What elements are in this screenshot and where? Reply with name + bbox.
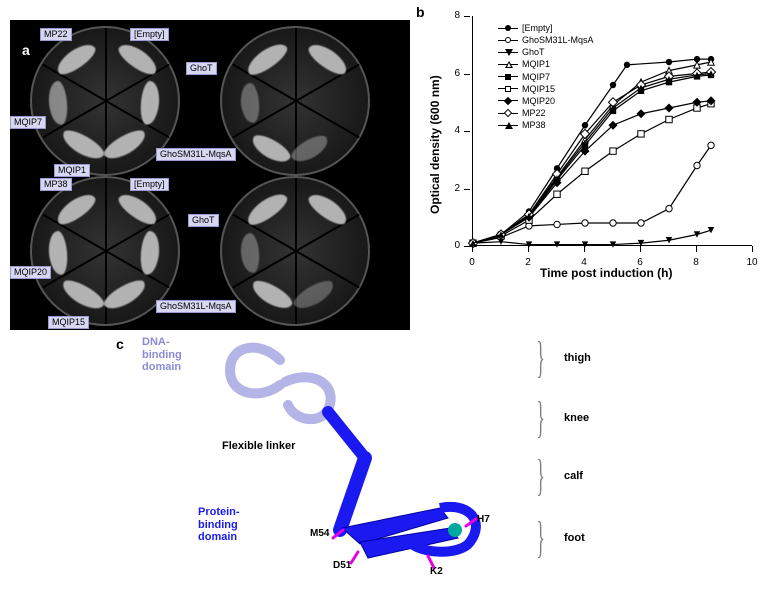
petri-dish [220,26,370,176]
dna-binding-domain-shape [230,348,331,419]
dish-label: MP22 [40,28,72,41]
legend-row: GhoSM31L-MqsA [498,34,594,46]
dish-label: GhoT [188,214,219,227]
legend-row: MQIP20 [498,95,594,107]
dish-label: GhoT [186,62,217,75]
region-label-thigh: thigh [564,352,591,364]
panel-b: Optical density (600 nm) Time post induc… [420,4,770,304]
region-label-knee: knee [564,412,589,424]
dish-label: GhoSM31L-MqsA [156,300,236,313]
dish-label: MQIP1 [54,164,90,177]
dish-label: [Empty] [130,28,169,41]
legend-row: MQIP15 [498,83,594,95]
calf-helix-shape [340,458,365,530]
protein-ribbon-svg [110,330,680,580]
x-axis-label: Time post induction (h) [540,266,672,280]
flexible-linker-label: Flexible linker [222,440,295,453]
residue-label-h7: H7 [477,514,490,525]
y-axis-label: Optical density (600 nm) [428,75,442,214]
brace-icon: } [536,336,544,380]
legend-row: MQIP1 [498,58,594,70]
metal-ion [448,523,462,537]
dna-domain-label: DNA-bindingdomain [142,336,182,374]
panel-c: DNA-bindingdomain Flexible linker Protei… [110,330,680,580]
dish-label: MQIP15 [48,316,89,329]
brace-icon: } [536,396,544,440]
region-label-calf: calf [564,470,583,482]
residue-label-k2: K2 [430,566,443,577]
brace-icon: } [536,516,544,560]
petri-dish [220,176,370,326]
chart-legend: [Empty]GhoSM31L-MqsAGhoTMQIP1MQIP7MQIP15… [498,22,594,131]
panel-a: a MP22 [Empty] GhoT GhoSM31L-M [10,20,410,330]
legend-row: GhoT [498,46,594,58]
dish-label: MP38 [40,178,72,191]
dish-label: MQIP7 [10,116,46,129]
brace-icon: } [536,454,544,498]
dish-label: [Empty] [130,178,169,191]
flexible-linker-shape [328,412,365,458]
protein-domain-label: Protein-bindingdomain [198,506,240,544]
residue-label-d51: D51 [333,560,351,571]
residue-label-m54: M54 [310,528,329,539]
region-label-foot: foot [564,532,585,544]
dish-label: MQIP20 [10,266,51,279]
panel-a-label: a [22,42,30,58]
legend-row: MQIP7 [498,71,594,83]
dish-label: GhoSM31L-MqsA [156,148,236,161]
legend-row: MP22 [498,107,594,119]
legend-row: [Empty] [498,22,594,34]
legend-row: MP38 [498,119,594,131]
